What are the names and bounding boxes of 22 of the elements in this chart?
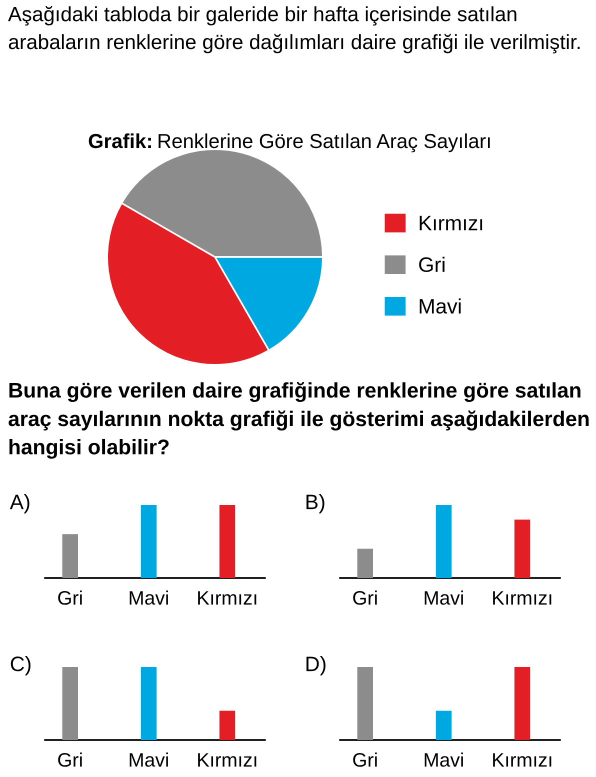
x-tick-label: Kırmızı xyxy=(493,591,552,605)
x-tick-label: Mavi xyxy=(130,590,168,605)
x-tick-label: Mavi xyxy=(424,590,463,605)
x-tick-label: Kırmızı xyxy=(198,753,256,767)
legend-label: Mavi xyxy=(420,298,461,314)
text: Aşağıdaki tabloda bir galeride bir hafta içerisinde satılan arabaların renklerine göre dağılımları daire grafiği ile verilmiştir. xyxy=(8,6,580,54)
x-tick-label: Mavi xyxy=(424,752,463,767)
legend-label: Gri xyxy=(419,256,444,272)
chart-title: C) xyxy=(10,656,30,676)
text: Buna göre verilen daire grafiğinde renklerine göre satılan araç sayılarının nokta grafiği ile gösterimi aşağıdakilerden hangisi olabilir? xyxy=(8,382,589,459)
x-tick-label: Mavi xyxy=(130,752,168,767)
x-tick-label: Gri xyxy=(353,752,377,767)
chart-title: B) xyxy=(306,494,324,514)
chart-title: D) xyxy=(306,656,326,676)
x-tick-label: Gri xyxy=(58,590,82,605)
chart-title: Grafik: Renklerine Göre Satılan Araç Sayıları xyxy=(88,133,490,152)
x-tick-label: Gri xyxy=(58,752,82,767)
x-tick-label: Kırmızı xyxy=(198,591,256,605)
legend-label: Kırmızı xyxy=(420,216,482,230)
x-tick-label: Kırmızı xyxy=(493,753,552,767)
x-tick-label: Gri xyxy=(353,590,377,605)
chart-title: A) xyxy=(10,494,30,514)
